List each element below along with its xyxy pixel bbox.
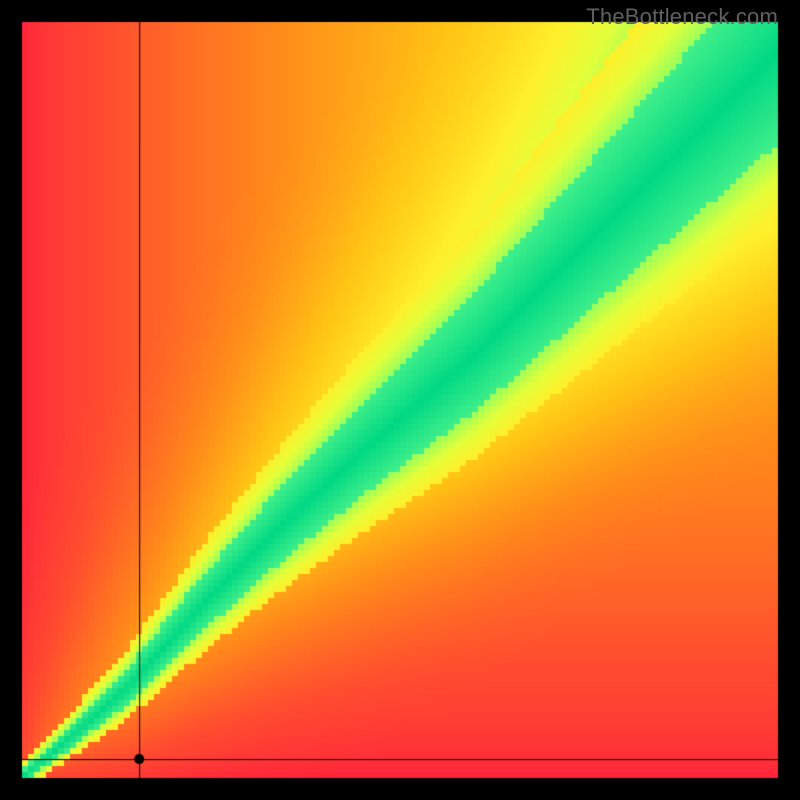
chart-container: TheBottleneck.com: [0, 0, 800, 800]
heatmap-canvas: [0, 0, 800, 800]
watermark: TheBottleneck.com: [586, 4, 778, 30]
